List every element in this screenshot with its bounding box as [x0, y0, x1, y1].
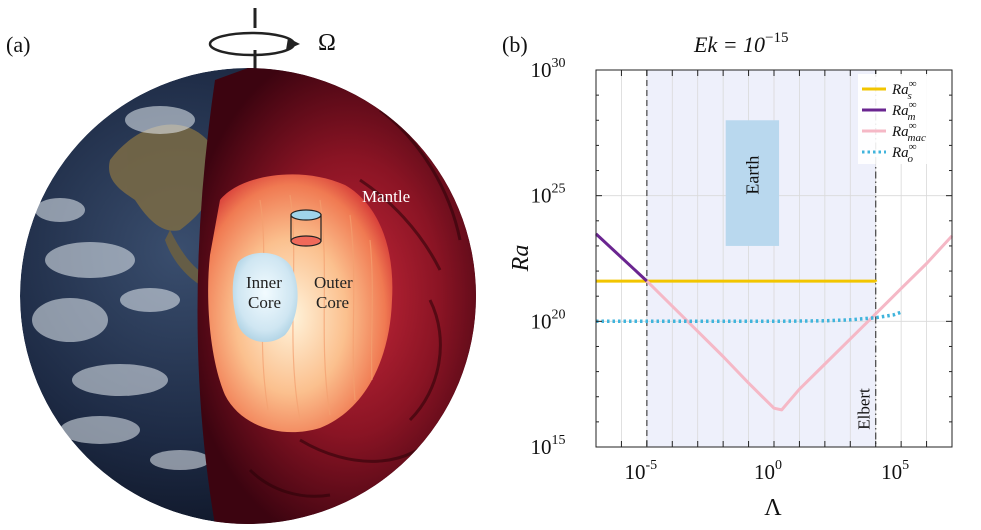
- earth-cutaway-panel: (a) Ω: [0, 0, 490, 525]
- vline-label-elbert: Elbert: [855, 388, 874, 430]
- cloud-cover: [32, 106, 210, 470]
- x-tick-label: 10-5: [625, 458, 658, 484]
- y-tick-label: 1030: [531, 56, 566, 82]
- y-tick-label: 1020: [531, 307, 566, 333]
- x-axis-label: Λ: [764, 495, 782, 521]
- x-tick-label: 100: [754, 458, 782, 484]
- legend-label-s: Ra∞ s: [891, 78, 917, 102]
- panel-b-label: (b): [502, 32, 528, 57]
- legend-label-m: Ra∞ m: [891, 99, 917, 123]
- convection-cylinder-icon: [290, 209, 322, 247]
- chart-title: Ek = 10−15: [693, 30, 789, 57]
- series-line-s: [596, 279, 878, 283]
- earth-cutaway-illustration: (a) Ω: [6, 8, 476, 524]
- earth-regime-box: [725, 120, 780, 246]
- earth-box-label: Earth: [742, 156, 762, 195]
- regime-diagram-panel: (b) Ek = 10−15 Earth Elbert 10-5 100 105 1015…: [490, 0, 981, 525]
- outer-core: [208, 174, 393, 433]
- y-axis-label: Ra: [508, 245, 534, 273]
- mantle-label: Mantle: [362, 187, 410, 206]
- inner-core: [232, 252, 298, 343]
- y-tick-label: 1025: [531, 182, 566, 208]
- rotation-omega-label: Ω: [318, 30, 336, 56]
- continent-north-america: [109, 124, 218, 285]
- x-tick-label: 105: [881, 458, 909, 484]
- inner-core-label-line2: Core: [248, 293, 281, 312]
- plot-area: Earth Elbert 10-5 100 105 1015 1020 1025 1030 Ra∞…: [531, 56, 954, 484]
- panel-a-label: (a): [6, 32, 30, 57]
- legend-label-o: Ra∞ o: [891, 141, 917, 165]
- regime-chart: (b) Ek = 10−15 Earth Elbert 10-5 100 105 1015…: [502, 30, 954, 521]
- outer-core-label-line2: Core: [316, 293, 349, 312]
- series-line-m: [594, 232, 648, 283]
- inner-core-label-line1: Inner: [246, 273, 282, 292]
- series-line-mac: [645, 234, 954, 412]
- legend-label-mac: Ra∞ mac: [891, 120, 926, 144]
- rotation-arrow-icon: [208, 31, 300, 57]
- outer-core-label-line1: Outer: [314, 273, 353, 292]
- y-tick-label: 1015: [531, 433, 566, 459]
